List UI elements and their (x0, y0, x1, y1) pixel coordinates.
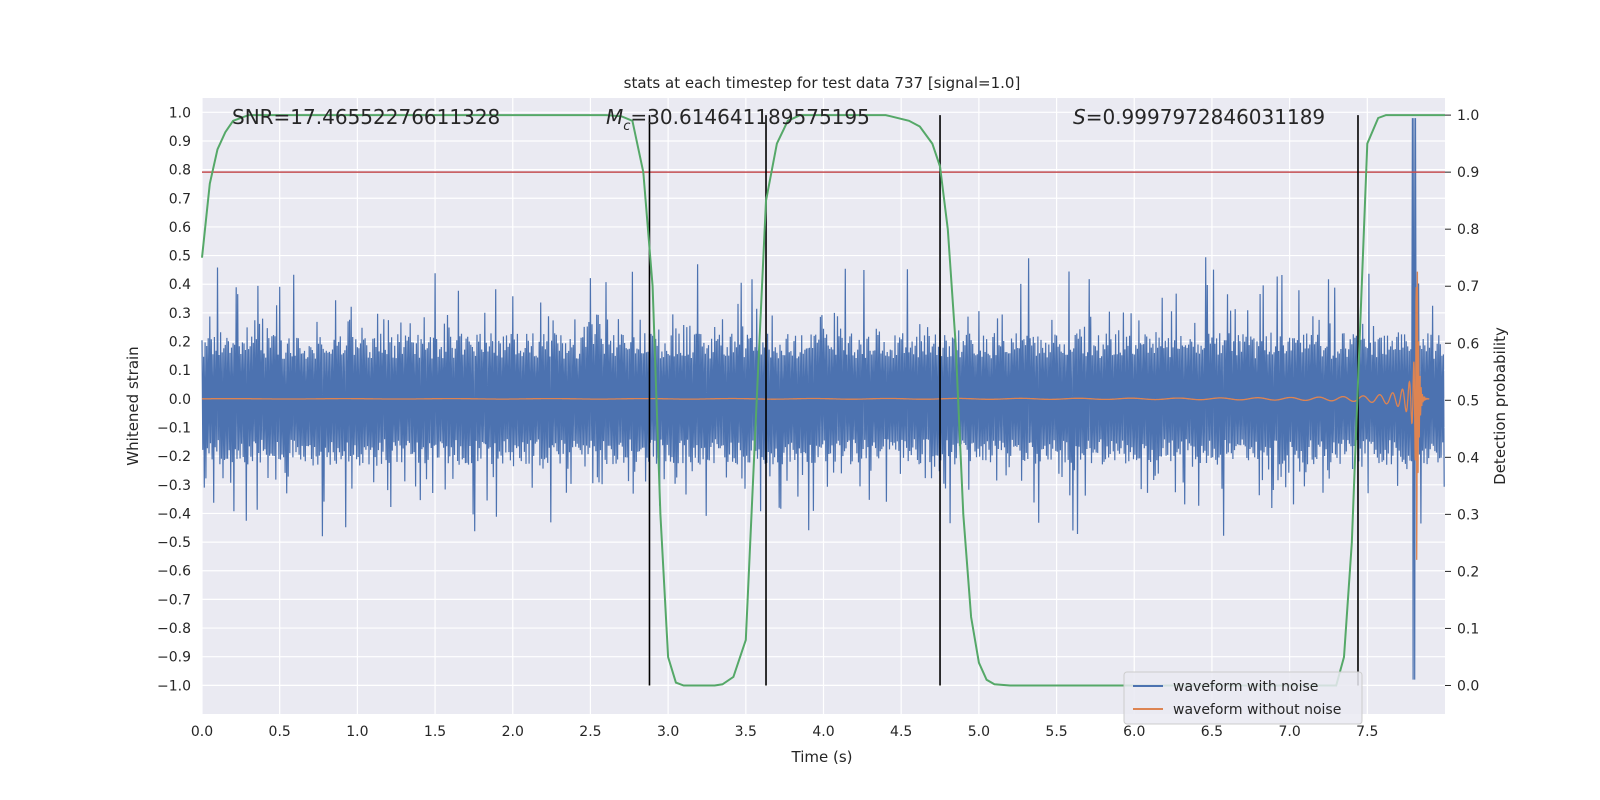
x-tick-label: 0.5 (269, 724, 291, 740)
x-tick-label: 1.5 (424, 724, 446, 740)
y-tick-label: 0.5 (169, 249, 191, 265)
y-tick-label: −1.0 (157, 678, 191, 694)
y-tick-label: −0.3 (157, 478, 191, 494)
score-annotation: S=0.9997972846031189 (1073, 105, 1325, 129)
x-tick-label: 3.0 (657, 724, 679, 740)
y2-tick-label: 0.8 (1457, 222, 1479, 238)
x-tick-label: 3.5 (735, 724, 757, 740)
y-tick-label: −0.8 (157, 621, 191, 637)
chirp-mass-symbol: M (606, 105, 623, 129)
y2-tick-label: 0.0 (1457, 678, 1479, 694)
x-tick-label: 1.0 (346, 724, 368, 740)
y2-tick-label: 0.7 (1457, 279, 1479, 295)
y-tick-label: 0.2 (169, 335, 191, 351)
y-tick-label: −0.2 (157, 449, 191, 465)
x-tick-label: 2.0 (502, 724, 524, 740)
x-tick-label: 5.5 (1045, 724, 1067, 740)
y2-tick-label: 0.1 (1457, 621, 1479, 637)
y2-axis-label: Detection probability (1491, 327, 1509, 485)
y-tick-label: 0.6 (169, 220, 191, 236)
y-tick-label: 0.4 (169, 277, 191, 293)
legend: waveform with noise waveform without noi… (1123, 671, 1363, 725)
y-tick-label: 0.8 (169, 163, 191, 179)
x-tick-label: 6.0 (1123, 724, 1145, 740)
axes: 0.0 0.5 1.0 1.5 2.0 2.5 3.0 3.5 4.0 4.5 5.0 5.5 6.0 6… (157, 105, 1479, 740)
x-tick-label: 2.5 (579, 724, 601, 740)
y2-tick-label: 0.3 (1457, 507, 1479, 523)
chirp-mass-value: =30.614641189575195 (630, 105, 869, 129)
x-tick-label: 7.5 (1356, 724, 1378, 740)
score-value: =0.9997972846031189 (1086, 105, 1325, 129)
y2-tick-label: 0.2 (1457, 564, 1479, 580)
x-axis-label: Time (s) (791, 748, 853, 766)
y-tick-label: −0.4 (157, 506, 191, 522)
y-tick-label: 0.7 (169, 191, 191, 207)
y2-tick-label: 1.0 (1457, 108, 1479, 124)
detection-probability-line (201, 114, 1445, 687)
y-axis-label: Whitened strain (124, 346, 142, 465)
y-tick-label: −0.1 (157, 420, 191, 436)
y-tick-label: 0.1 (169, 363, 191, 379)
y-tick-label: 0.9 (169, 134, 191, 150)
x-tick-label: 4.0 (812, 724, 834, 740)
y2-tick-label: 0.9 (1457, 165, 1479, 181)
waveform-without-noise-series (202, 271, 1430, 560)
y2-tick-label: 0.5 (1457, 393, 1479, 409)
y-tick-label: −0.5 (157, 535, 191, 551)
legend-noise-label: waveform with noise (1173, 679, 1318, 695)
x-tick-label: 0.0 (191, 724, 213, 740)
score-symbol: S (1073, 105, 1086, 129)
x-tick-label: 6.5 (1201, 724, 1223, 740)
y-tick-label: 1.0 (169, 105, 191, 121)
y2-tick-label: 0.4 (1457, 450, 1479, 466)
x-tick-label: 5.0 (968, 724, 990, 740)
overlay (201, 114, 1445, 687)
y-tick-label: 0.0 (169, 392, 191, 408)
y-tick-label: −0.6 (157, 564, 191, 580)
x-tick-label: 7.0 (1278, 724, 1300, 740)
snr-annotation: SNR=17.46552276611328 (232, 105, 500, 129)
chirp-mass-subscript: c (623, 119, 630, 134)
waveform-without-noise-line (202, 271, 1430, 560)
chirp-mass-annotation: Mc=30.614641189575195 (606, 105, 870, 134)
y-tick-label: −0.9 (157, 650, 191, 666)
legend-box (1123, 671, 1363, 725)
chart-title: stats at each timestep for test data 737… (624, 74, 1021, 92)
y-tick-label: −0.7 (157, 592, 191, 608)
x-tick-label: 4.5 (890, 724, 912, 740)
y2-tick-label: 0.6 (1457, 336, 1479, 352)
y-tick-label: 0.3 (169, 306, 191, 322)
legend-clean-label: waveform without noise (1173, 702, 1341, 718)
